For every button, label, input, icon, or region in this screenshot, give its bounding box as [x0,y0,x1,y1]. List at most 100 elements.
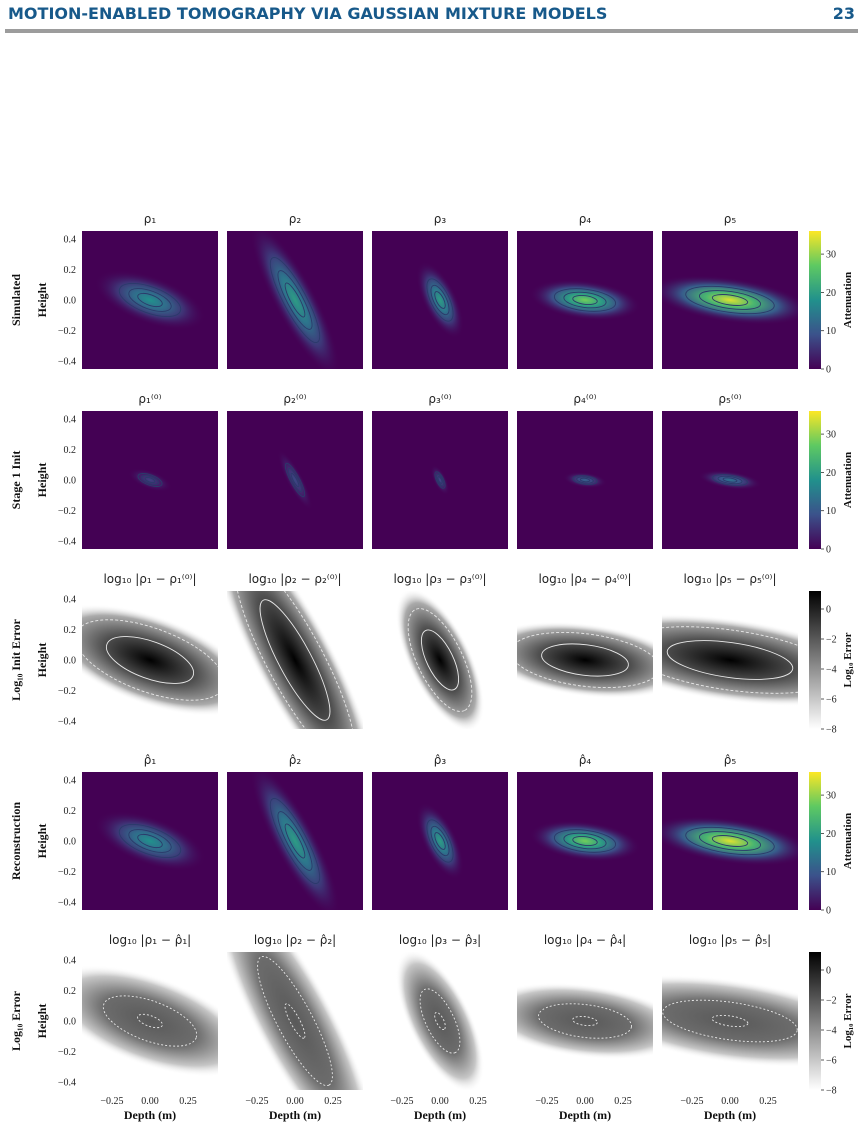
panel [517,411,653,549]
contour [435,473,445,487]
colorbar [809,411,821,549]
density-blob [662,816,798,866]
density-blob [82,604,218,716]
y-tick-label: 0.2 [64,265,77,276]
contour [572,295,598,305]
density-blob [662,275,798,325]
panel-title: log₁₀ |ρ₁ − ρ₁⁽⁰⁾| [103,572,196,586]
density-blob [529,820,641,862]
colorbar-tick-label: 0 [826,966,831,977]
contour [430,825,450,857]
y-tick-label: 0.4 [64,776,77,787]
colorbar-label: Attenuation [842,272,854,328]
x-tick-label: −0.25 [390,1096,413,1107]
contour [118,283,182,317]
colorbar-label: Attenuation [842,813,854,869]
x-axis-label: Depth (m) [559,1108,611,1122]
page-number: 23 [833,4,855,23]
y-axis-label: Height [35,283,49,318]
x-tick-label: 0.25 [469,1096,487,1107]
colorbar [809,591,821,729]
y-tick-label: −0.2 [58,867,76,878]
density-blob [529,279,641,321]
row-label: Log₁₀ Error [9,990,23,1051]
colorbar-tick-label: −8 [826,725,837,736]
y-tick-label: −0.4 [58,357,76,368]
contour [82,619,218,701]
panel-title: ρ̂₂ [289,753,302,767]
x-tick-label: 0.00 [576,1096,594,1107]
contour [137,833,163,849]
panel [395,952,485,1090]
colorbar-label: Log₁₀ Error [842,632,854,687]
panel [227,411,363,549]
contour [105,636,195,684]
density-blob [82,965,218,1077]
contour [434,471,446,489]
colorbar [809,772,821,910]
panel [82,231,218,369]
contour [257,955,333,1087]
density-blob [227,952,363,1090]
contour [284,1003,306,1039]
contour [284,462,306,498]
panel-title: ρ̂₅ [724,753,737,767]
contour [287,468,303,492]
panel [372,411,508,549]
y-tick-label: −0.4 [58,717,76,728]
contour [426,278,454,322]
contour [284,823,306,859]
contour [434,832,446,850]
contour [553,288,617,312]
contour [576,476,594,484]
contour [137,473,163,487]
panel [82,604,218,716]
y-tick-label: 0.4 [64,415,77,426]
panel [227,231,363,369]
contour [572,1015,598,1027]
colorbar-tick-label: 20 [826,468,836,479]
panel [395,591,485,729]
panel-title: log₁₀ |ρ₅ − ρ̂₅| [689,933,771,947]
panel-title: ρ₂ [289,212,302,226]
contour [277,270,313,330]
panel-title: log₁₀ |ρ₂ − ρ̂₂| [254,933,336,947]
panel-title: log₁₀ |ρ₅ − ρ₅⁽⁰⁾| [683,572,776,586]
x-tick-label: 0.00 [286,1096,304,1107]
y-axis-label: Height [35,824,49,859]
x-axis-label: Depth (m) [269,1108,321,1122]
colorbar-tick-label: 10 [826,326,836,337]
x-tick-label: 0.25 [324,1096,342,1107]
panel [372,772,508,910]
colorbar-tick-label: −4 [826,665,837,676]
contour [128,288,172,312]
density-blob [94,810,206,872]
header-rule [5,29,858,33]
contour [144,476,156,484]
panel [517,621,653,699]
contour [141,475,159,485]
contour [717,475,743,485]
running-title: MOTION-ENABLED TOMOGRAPHY VIA GAUSSIAN M… [8,4,607,23]
y-tick-label: 0.4 [64,235,77,246]
contour [553,829,617,853]
panel-title: log₁₀ |ρ₄ − ρ₄⁽⁰⁾| [538,572,631,586]
panel [662,772,798,910]
contour [685,285,775,315]
y-tick-label: 0.2 [64,445,77,456]
contour [563,291,607,309]
contour [572,836,598,846]
contour [711,835,749,847]
y-tick-label: 0.4 [64,595,77,606]
colorbar-tick-label: 30 [826,430,836,441]
panel [82,965,218,1077]
panel [517,231,653,369]
contour [662,626,798,694]
contour [698,831,762,851]
colorbar-tick-label: 30 [826,250,836,261]
contour [128,829,172,853]
x-tick-label: −0.25 [680,1096,703,1107]
density-blob [662,613,798,707]
contour [426,819,454,863]
density-blob [250,231,340,369]
